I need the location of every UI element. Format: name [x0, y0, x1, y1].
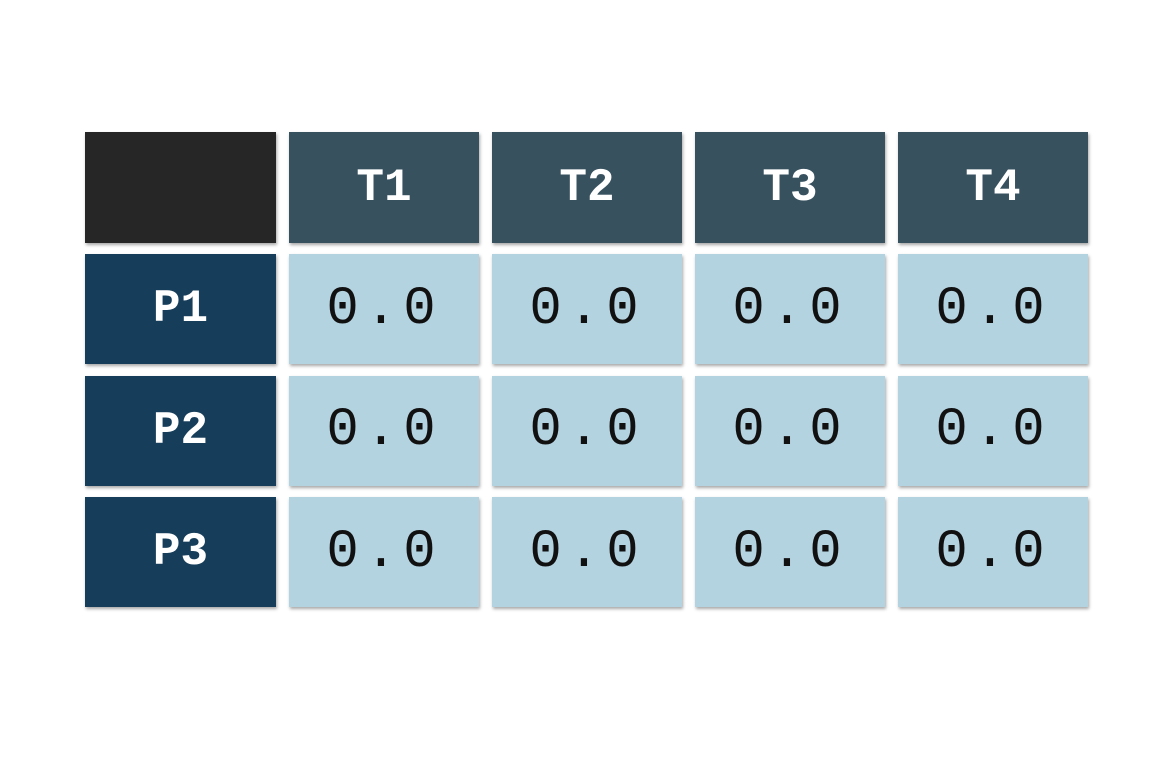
- value-cell-text: 0.0: [326, 278, 442, 340]
- value-cell: 0.0: [695, 375, 885, 486]
- column-header-text: T3: [762, 161, 818, 214]
- column-header-text: T1: [356, 161, 412, 214]
- value-cell: 0.0: [289, 375, 479, 486]
- value-cell: 0.0: [492, 497, 682, 607]
- value-cell-text: 0.0: [326, 521, 442, 583]
- column-header: T3: [695, 132, 885, 243]
- row-header: P1: [85, 254, 276, 364]
- value-cell-text: 0.0: [529, 400, 645, 461]
- column-header-text: T2: [559, 161, 615, 214]
- value-cell: 0.0: [898, 254, 1088, 364]
- corner-cell: [85, 132, 276, 243]
- column-header: T4: [898, 132, 1088, 243]
- value-cell-text: 0.0: [326, 400, 442, 461]
- row-header: P2: [85, 375, 276, 486]
- value-cell: 0.0: [289, 254, 479, 364]
- value-cell: 0.0: [898, 497, 1088, 607]
- column-header: T1: [289, 132, 479, 243]
- value-cell-text: 0.0: [529, 521, 645, 583]
- value-cell-text: 0.0: [732, 400, 848, 461]
- value-cell-text: 0.0: [732, 521, 848, 583]
- value-cell-text: 0.0: [935, 400, 1051, 461]
- row-header-text: P3: [152, 526, 209, 578]
- value-cell: 0.0: [492, 254, 682, 364]
- row-header-text: P1: [152, 283, 209, 335]
- value-cell-text: 0.0: [732, 278, 848, 340]
- column-header-text: T4: [965, 161, 1021, 214]
- value-cell: 0.0: [492, 375, 682, 486]
- value-cell-text: 0.0: [935, 278, 1051, 340]
- row-header: P3: [85, 497, 276, 607]
- value-cell: 0.0: [289, 497, 479, 607]
- value-cell: 0.0: [695, 254, 885, 364]
- value-cell-text: 0.0: [935, 521, 1051, 583]
- value-cell-text: 0.0: [529, 278, 645, 340]
- column-header: T2: [492, 132, 682, 243]
- value-cell: 0.0: [695, 497, 885, 607]
- row-header-text: P2: [152, 404, 209, 457]
- value-cell: 0.0: [898, 375, 1088, 486]
